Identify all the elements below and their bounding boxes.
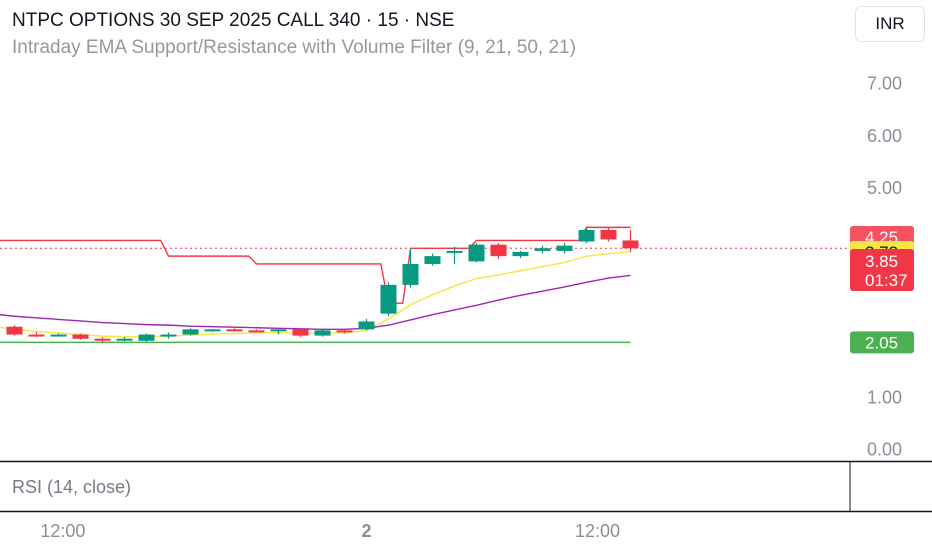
candle-up bbox=[358, 321, 375, 330]
resistance-line bbox=[0, 226, 631, 304]
last-price-badge bbox=[850, 249, 914, 291]
candle-down bbox=[28, 334, 45, 337]
rsi-indicator-label[interactable]: RSI (14, close) bbox=[12, 477, 132, 497]
candle-down bbox=[94, 338, 111, 341]
candle-up bbox=[270, 329, 287, 332]
candle-down bbox=[226, 329, 243, 332]
y-tick-label: 7.00 bbox=[867, 74, 902, 94]
candle-up bbox=[182, 329, 199, 335]
candle-down bbox=[600, 230, 617, 240]
y-tick-label: 1.00 bbox=[867, 387, 902, 407]
candle-up bbox=[116, 338, 133, 341]
candle-down bbox=[490, 244, 507, 257]
candle-up bbox=[314, 330, 331, 336]
candle-up bbox=[556, 245, 573, 251]
y-tick-label: 6.00 bbox=[867, 126, 902, 146]
candle-up bbox=[50, 334, 67, 337]
price-label bbox=[850, 331, 914, 354]
x-tick-label: 12:00 bbox=[40, 521, 85, 541]
x-tick-label: 12:00 bbox=[575, 521, 620, 541]
candle-up bbox=[512, 251, 529, 257]
candle-down bbox=[292, 329, 309, 336]
bar-countdown: 01:37 bbox=[865, 271, 908, 290]
candle-down bbox=[248, 330, 265, 333]
price-label-text: 2.05 bbox=[865, 333, 898, 352]
y-tick-label: 5.00 bbox=[867, 178, 902, 198]
candle-up bbox=[204, 329, 221, 332]
ema-slow-line bbox=[0, 274, 631, 331]
x-tick-label: 2 bbox=[361, 521, 371, 541]
candle-down bbox=[336, 330, 353, 333]
candle-down bbox=[622, 240, 639, 249]
indicator-legend[interactable]: Intraday EMA Support/Resistance with Vol… bbox=[12, 37, 576, 58]
candle-up bbox=[160, 334, 177, 337]
y-tick-label: 0.00 bbox=[867, 440, 902, 460]
ema-fast-line bbox=[0, 251, 631, 338]
candle-up bbox=[578, 230, 595, 242]
candle-up bbox=[468, 244, 485, 262]
candle-up bbox=[138, 334, 155, 341]
candle-up bbox=[424, 256, 441, 264]
last-price-value: 3.85 bbox=[865, 252, 898, 271]
candle-up bbox=[446, 250, 463, 253]
currency-button[interactable]: INR bbox=[855, 6, 925, 42]
candle-up bbox=[534, 248, 551, 251]
candle-up bbox=[380, 284, 397, 314]
chart-title: NTPC OPTIONS 30 SEP 2025 CALL 340 · 15 ·… bbox=[12, 10, 455, 31]
candle-up bbox=[402, 263, 419, 285]
candle-down bbox=[72, 334, 89, 339]
candle-down bbox=[6, 326, 23, 335]
